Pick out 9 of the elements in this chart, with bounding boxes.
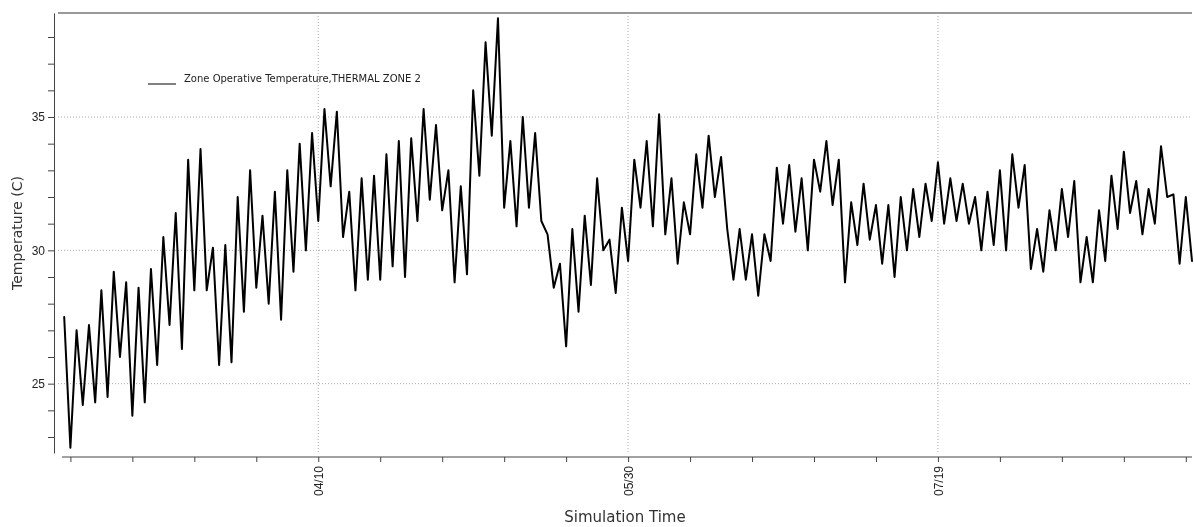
y-tick-label: 25 bbox=[31, 377, 46, 392]
y-tick-label: 35 bbox=[31, 110, 46, 125]
x-axis-title: Simulation Time bbox=[564, 508, 686, 526]
legend-label: Zone Operative Temperature,THERMAL ZONE 2 bbox=[184, 73, 421, 84]
x-tick-label: 04/10 bbox=[311, 465, 326, 497]
x-tick-label: 05/30 bbox=[621, 465, 636, 497]
x-tick-label: 07/19 bbox=[931, 465, 946, 497]
y-tick-label: 30 bbox=[31, 243, 46, 258]
y-axis-title: Temperature (C) bbox=[9, 176, 25, 291]
